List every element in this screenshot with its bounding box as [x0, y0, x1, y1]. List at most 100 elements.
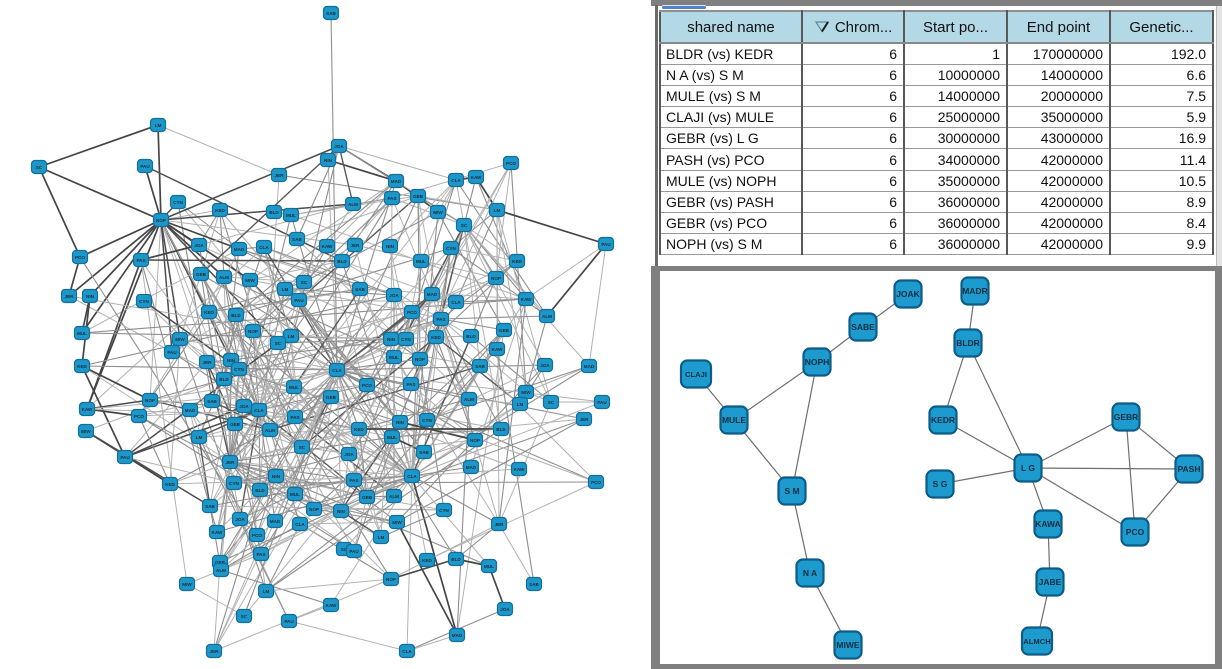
svg-text:KAW: KAW: [322, 244, 333, 249]
svg-text:PAS: PAS: [349, 478, 358, 483]
svg-text:LM: LM: [282, 287, 289, 292]
svg-text:MULE: MULE: [722, 415, 746, 425]
svg-text:MUL: MUL: [389, 355, 399, 360]
svg-text:ALM: ALM: [348, 202, 358, 207]
svg-text:L G: L G: [1021, 463, 1035, 473]
svg-text:MIW: MIW: [175, 337, 185, 342]
svg-text:LM: LM: [263, 589, 270, 594]
svg-text:PCO: PCO: [506, 161, 516, 166]
svg-text:JER: JER: [580, 417, 590, 422]
svg-text:PAS: PAS: [256, 552, 265, 557]
svg-text:BLD: BLD: [496, 427, 506, 432]
svg-text:MUL: MUL: [387, 435, 397, 440]
svg-text:KAW: KAW: [514, 467, 525, 472]
svg-text:MAD: MAD: [391, 179, 402, 184]
svg-text:SC: SC: [548, 400, 555, 405]
svg-text:MADR: MADR: [962, 286, 988, 296]
svg-text:MAD: MAD: [234, 247, 245, 252]
svg-text:CYN: CYN: [401, 337, 411, 342]
svg-text:MAD: MAD: [452, 633, 463, 638]
svg-text:PAU: PAU: [294, 298, 304, 303]
svg-text:JER: JER: [495, 522, 505, 527]
svg-text:KED: KED: [354, 427, 364, 432]
svg-text:PCO: PCO: [362, 383, 372, 388]
svg-text:GEBR: GEBR: [1114, 412, 1139, 422]
svg-text:SAB: SAB: [419, 450, 429, 455]
svg-text:CLA: CLA: [332, 368, 342, 373]
svg-text:NIN: NIN: [324, 158, 333, 163]
svg-text:S M: S M: [784, 486, 799, 496]
svg-text:JER: JER: [210, 649, 220, 654]
svg-text:PCO: PCO: [75, 255, 85, 260]
svg-text:JER: JER: [275, 173, 285, 178]
svg-text:MIW: MIW: [392, 520, 402, 525]
svg-text:SAB: SAB: [355, 287, 365, 292]
svg-text:KED: KED: [165, 482, 175, 487]
svg-text:CYN: CYN: [229, 481, 239, 486]
svg-text:CLA: CLA: [295, 522, 305, 527]
svg-text:KAW: KAW: [521, 297, 532, 302]
svg-text:KED: KED: [431, 335, 441, 340]
svg-text:JOAK: JOAK: [896, 289, 920, 299]
svg-text:SC: SC: [36, 165, 43, 170]
svg-text:SC: SC: [275, 341, 282, 346]
svg-text:SAB: SAB: [207, 399, 217, 404]
svg-text:MAD: MAD: [466, 465, 477, 470]
svg-text:PCO: PCO: [252, 533, 262, 538]
svg-text:LM: LM: [196, 435, 203, 440]
svg-text:SAB: SAB: [292, 237, 302, 242]
svg-text:GEB: GEB: [215, 560, 226, 565]
svg-text:MUL: MUL: [289, 385, 299, 390]
svg-text:SC: SC: [461, 223, 468, 228]
svg-text:MUL: MUL: [286, 213, 296, 218]
svg-text:MIW: MIW: [81, 429, 91, 434]
svg-text:NIN: NIN: [227, 358, 236, 363]
svg-text:NOP: NOP: [309, 507, 319, 512]
svg-text:MIW: MIW: [245, 278, 255, 283]
svg-text:PCO: PCO: [591, 480, 601, 485]
svg-text:GEB: GEB: [230, 422, 241, 427]
svg-text:PAU: PAU: [284, 619, 294, 624]
svg-text:ALMCH: ALMCH: [1023, 637, 1050, 646]
svg-text:MAD: MAD: [270, 519, 281, 524]
svg-text:PAU: PAU: [597, 400, 607, 405]
svg-text:SC: SC: [301, 280, 308, 285]
svg-text:MAD: MAD: [427, 292, 438, 297]
svg-text:JOA: JOA: [239, 404, 249, 409]
svg-text:JOA: JOA: [389, 293, 399, 298]
svg-text:CLA: CLA: [254, 408, 264, 413]
svg-text:NOP: NOP: [145, 398, 155, 403]
svg-text:GEB: GEB: [499, 328, 510, 333]
svg-text:PASH: PASH: [1178, 464, 1201, 474]
svg-text:NIN: NIN: [86, 294, 95, 299]
svg-text:SC: SC: [299, 445, 306, 450]
svg-text:PAS: PAS: [136, 258, 145, 263]
svg-text:JOA: JOA: [235, 517, 245, 522]
svg-text:KAWA: KAWA: [1035, 519, 1061, 529]
svg-text:SAB: SAB: [205, 504, 215, 509]
svg-text:MUL: MUL: [484, 564, 494, 569]
svg-text:SAB: SAB: [529, 582, 539, 587]
svg-text:CLA: CLA: [451, 300, 461, 305]
svg-text:PAU: PAU: [140, 164, 150, 169]
svg-text:NOP: NOP: [415, 357, 425, 362]
svg-text:BLD: BLD: [466, 334, 476, 339]
svg-text:PAU: PAU: [601, 242, 611, 247]
svg-text:CLA: CLA: [259, 245, 269, 250]
svg-text:JOA: JOA: [334, 144, 344, 149]
svg-text:KAW: KAW: [212, 530, 223, 535]
svg-text:N A: N A: [803, 568, 817, 578]
svg-text:LM: LM: [378, 535, 385, 540]
svg-text:KED: KED: [422, 558, 432, 563]
svg-text:JER: JER: [203, 360, 213, 365]
svg-text:KED: KED: [512, 259, 522, 264]
svg-text:JOA: JOA: [500, 607, 510, 612]
svg-text:GEB: GEB: [196, 272, 207, 277]
svg-text:PAS: PAS: [290, 415, 299, 420]
svg-text:MIW: MIW: [433, 210, 443, 215]
svg-text:MIW: MIW: [182, 582, 192, 587]
svg-text:JOA: JOA: [540, 363, 550, 368]
svg-text:NIN: NIN: [337, 509, 346, 514]
svg-text:CLAJI: CLAJI: [685, 370, 707, 379]
svg-text:NOP: NOP: [491, 276, 501, 281]
